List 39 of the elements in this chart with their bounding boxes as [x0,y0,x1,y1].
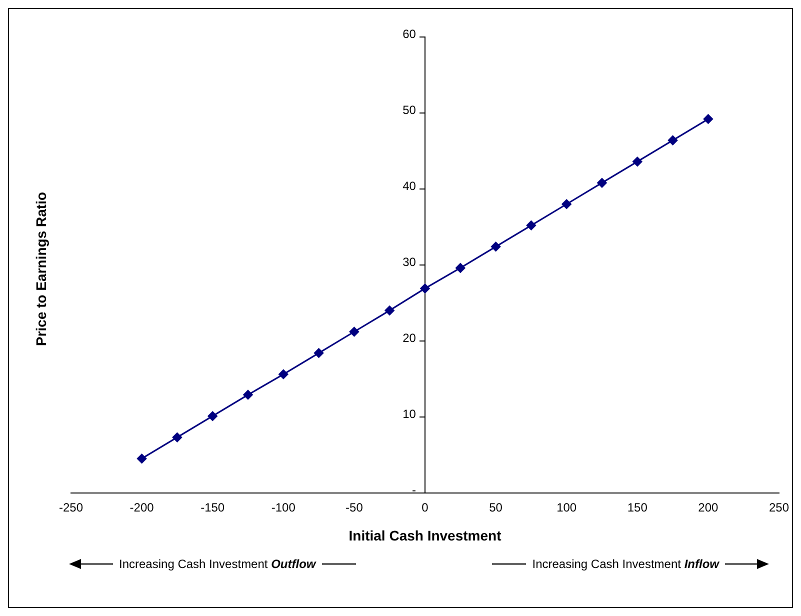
x-tick-label: -150 [200,500,225,514]
point [349,326,359,337]
x-tick-label: -50 [346,500,364,514]
point [632,156,642,166]
point [562,199,572,209]
point [208,411,218,421]
point [243,390,253,400]
x-tick-label: -200 [130,500,154,514]
y-tick-label: 60 [402,27,416,41]
point [314,348,324,358]
text: Increasing Cash Investment Inflow [532,557,719,571]
y-tick-label: 30 [402,254,416,269]
x-tick-label: -250 [58,500,84,514]
text: Increasing Cash Investment Outflow [119,557,316,571]
point [137,454,147,464]
point [597,178,607,188]
y-tick-label: - [412,482,416,497]
point [384,306,394,316]
y-tick-label: 50 [402,102,416,117]
x-tick-label: 0 [422,500,429,514]
x-axis-title: Initial Cash Investment [348,527,502,544]
y-axis-title: Price to Earnings Ratio [33,192,49,346]
x-tick-label: 50 [489,500,503,514]
point [668,136,678,146]
x-tick-label: 150 [627,500,648,514]
point [172,432,182,442]
point [278,369,288,380]
y-tick-label: 10 [402,406,416,421]
point [456,263,466,273]
point [703,114,713,124]
x-tick-label: 200 [698,500,719,514]
y-tick-label: 20 [402,330,416,345]
point [420,284,430,294]
point [490,242,501,252]
point [526,220,536,230]
x-tick-label: -100 [271,500,296,514]
x-tick-label: 250 [768,500,790,514]
x-tick-label: 100 [556,500,577,514]
y-tick-label: 40 [402,178,416,193]
